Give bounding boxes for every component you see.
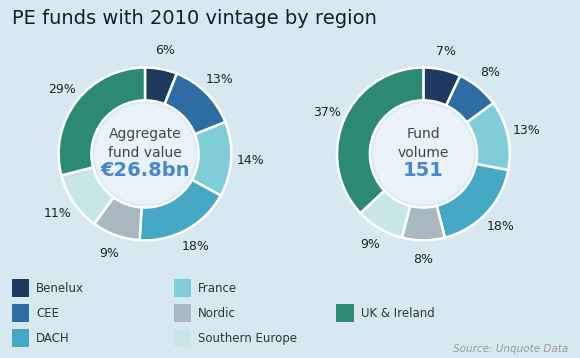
Wedge shape bbox=[94, 197, 142, 240]
Text: 29%: 29% bbox=[48, 83, 75, 96]
Text: 9%: 9% bbox=[360, 238, 380, 251]
Text: UK & Ireland: UK & Ireland bbox=[361, 307, 434, 320]
Wedge shape bbox=[140, 180, 221, 240]
Text: 6%: 6% bbox=[155, 44, 175, 57]
Wedge shape bbox=[337, 68, 423, 213]
Wedge shape bbox=[165, 74, 226, 134]
Text: PE funds with 2010 vintage by region: PE funds with 2010 vintage by region bbox=[12, 9, 376, 28]
Text: 37%: 37% bbox=[313, 106, 340, 118]
Text: 7%: 7% bbox=[436, 44, 456, 58]
Wedge shape bbox=[467, 103, 510, 170]
Text: Nordic: Nordic bbox=[198, 307, 236, 320]
Text: CEE: CEE bbox=[36, 307, 59, 320]
Wedge shape bbox=[423, 68, 460, 106]
Wedge shape bbox=[360, 190, 410, 238]
Wedge shape bbox=[59, 68, 145, 175]
Text: Fund
volume: Fund volume bbox=[398, 127, 449, 160]
Wedge shape bbox=[145, 68, 177, 104]
Text: Benelux: Benelux bbox=[36, 282, 84, 295]
Text: 8%: 8% bbox=[481, 66, 501, 79]
Text: 18%: 18% bbox=[486, 219, 514, 233]
Wedge shape bbox=[192, 122, 231, 195]
Text: Source: Unquote Data: Source: Unquote Data bbox=[453, 344, 568, 354]
Wedge shape bbox=[446, 76, 494, 122]
Text: 14%: 14% bbox=[236, 154, 264, 167]
Text: 11%: 11% bbox=[44, 207, 72, 220]
Text: 13%: 13% bbox=[512, 125, 540, 137]
Text: 151: 151 bbox=[403, 161, 444, 180]
Text: 18%: 18% bbox=[182, 240, 210, 253]
Text: 8%: 8% bbox=[414, 253, 433, 266]
Wedge shape bbox=[437, 164, 508, 238]
Text: 13%: 13% bbox=[206, 73, 233, 86]
Polygon shape bbox=[374, 104, 473, 204]
Text: Southern Europe: Southern Europe bbox=[198, 332, 298, 345]
Wedge shape bbox=[402, 206, 445, 240]
Text: France: France bbox=[198, 282, 237, 295]
Polygon shape bbox=[95, 104, 195, 204]
Text: €26.8bn: €26.8bn bbox=[100, 161, 190, 180]
Wedge shape bbox=[61, 167, 114, 224]
Text: DACH: DACH bbox=[36, 332, 70, 345]
Text: Aggregate
fund value: Aggregate fund value bbox=[108, 127, 182, 160]
Text: 9%: 9% bbox=[99, 247, 119, 260]
